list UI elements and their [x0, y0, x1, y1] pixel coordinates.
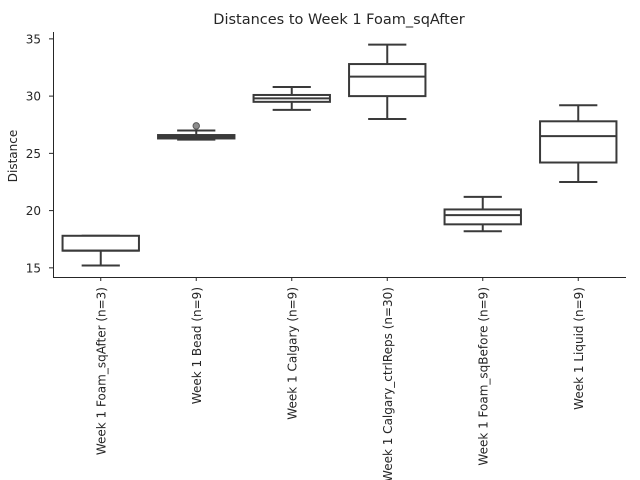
x-tick-label: Week 1 Foam_sqAfter (n=3)	[94, 287, 108, 455]
box-group	[61, 234, 140, 267]
y-ticks: 15 20 25 30 35	[26, 32, 53, 275]
iqr-box	[61, 234, 140, 252]
y-tick-label: 15	[26, 261, 41, 275]
y-axis-label: Distance	[6, 130, 20, 182]
x-tick-label: Week 1 Bead (n=9)	[190, 287, 204, 404]
iqr-box	[443, 208, 522, 226]
box-group	[348, 43, 427, 121]
y-tick-label: 35	[26, 32, 41, 46]
x-ticks: Week 1 Foam_sqAfter (n=3) Week 1 Bead (n=…	[94, 277, 586, 480]
boxes	[61, 43, 618, 267]
x-tick-label: Week 1 Calgary_ctrlReps (n=30)	[381, 287, 395, 480]
iqr-box	[348, 63, 427, 98]
box-group	[157, 122, 236, 141]
box-group	[443, 195, 522, 233]
y-tick-label: 30	[26, 90, 41, 104]
box-group	[539, 104, 618, 183]
y-tick-label: 20	[26, 204, 41, 218]
x-tick-label: Week 1 Liquid (n=9)	[572, 287, 586, 410]
box-group	[252, 85, 331, 111]
x-tick-label: Week 1 Foam_sqBefore (n=9)	[476, 287, 490, 466]
outlier-point	[192, 122, 200, 130]
y-tick-label: 25	[26, 147, 41, 161]
x-tick-label: Week 1 Calgary (n=9)	[285, 287, 299, 420]
chart-title: Distances to Week 1 Foam_sqAfter	[213, 12, 464, 28]
iqr-box	[539, 120, 618, 164]
